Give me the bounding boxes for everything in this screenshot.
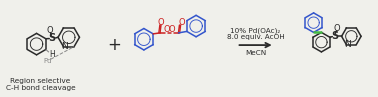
Text: N: N [61,42,68,51]
Text: 10% Pd(OAc)₂: 10% Pd(OAc)₂ [231,27,281,34]
Text: Region selective: Region selective [10,78,71,84]
Text: +: + [108,36,122,54]
Text: H: H [49,50,54,59]
Text: C-H bond cleavage: C-H bond cleavage [6,84,75,91]
Text: O: O [47,26,54,35]
Text: S: S [331,31,338,41]
Text: MeCN: MeCN [245,50,266,56]
Text: 8.0 equiv. AcOH: 8.0 equiv. AcOH [227,34,284,40]
Text: O: O [163,25,170,34]
Text: O: O [169,25,175,34]
Text: S: S [49,33,56,43]
Text: O: O [333,24,340,33]
Text: O: O [178,18,185,27]
Text: O: O [158,18,164,27]
Text: Pd: Pd [43,58,52,64]
Text: N: N [344,40,351,49]
